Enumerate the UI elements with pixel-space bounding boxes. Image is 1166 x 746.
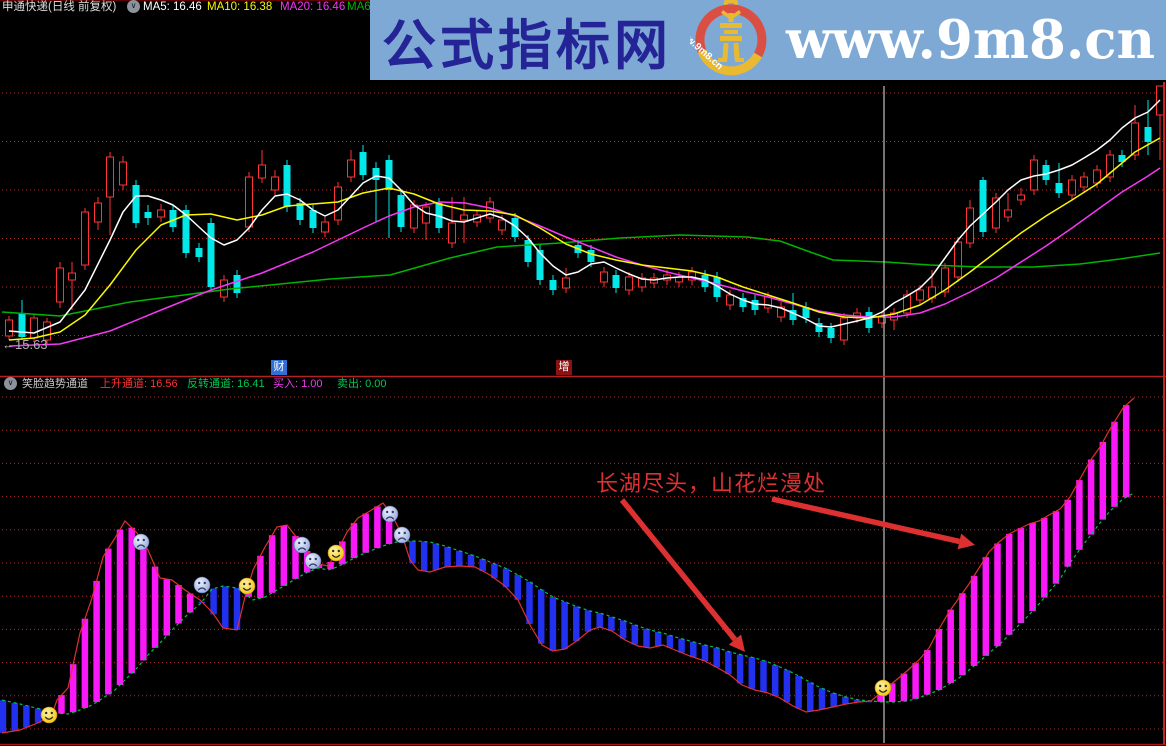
event-marker[interactable]: 增 — [556, 360, 572, 375]
sad-face-icon — [304, 552, 322, 570]
sad-face-icon — [193, 576, 211, 594]
rising-channel-line — [1, 397, 1135, 734]
trend-channel-band — [0, 405, 1130, 733]
reverse-channel-line — [1, 492, 1135, 715]
reverse-channel-value: 反转通道: 16.41 — [187, 378, 265, 390]
happy-face-icon — [40, 706, 58, 724]
site-logo-icon: www.9m8.cn — [690, 0, 767, 76]
watermark-site-name: 公式指标网 — [382, 15, 672, 76]
ma-line-MA60 — [1, 234, 1161, 317]
sad-face-icon — [293, 536, 311, 554]
emoji-signal-markers — [40, 505, 892, 724]
chevron-down-circle-icon[interactable] — [4, 377, 17, 390]
ma-lines-layer — [1, 99, 1161, 347]
chart-annotation-text: 长湖尽头，山花烂漫处 — [596, 471, 827, 496]
ma-line-MA5 — [8, 99, 1161, 334]
rising-channel-value: 上升通道: 16.56 — [100, 378, 178, 390]
candles-layer — [5, 85, 1164, 345]
happy-face-icon — [874, 679, 892, 697]
stock-title: 申通快递(日线 前复权) — [2, 1, 117, 13]
ma5-label: MA5: 16.46 — [143, 1, 202, 13]
watermark-site-url: www.9m8.cn — [786, 9, 1156, 71]
ma10-label: MA10: 16.38 — [207, 1, 273, 13]
left-price-label: ←15.63 — [2, 337, 48, 352]
sad-face-icon — [393, 526, 411, 544]
ma20-label: MA20: 16.46 — [280, 1, 346, 13]
event-marker[interactable]: 财 — [271, 360, 287, 375]
happy-face-icon — [238, 577, 256, 595]
window-top-border — [0, 0, 370, 1]
buy-signal-value: 买入: 1.00 — [273, 378, 323, 390]
ma-line-MA10 — [8, 137, 1161, 341]
sell-signal-value: 卖出: 0.00 — [337, 378, 387, 390]
annotation-arrows — [619, 496, 975, 652]
sad-face-icon — [381, 505, 399, 523]
grid-lines — [2, 92, 1163, 730]
indicator-name: 笑脸趋势通道 — [22, 378, 88, 390]
chevron-down-circle-icon[interactable] — [127, 0, 140, 13]
happy-face-icon — [327, 544, 345, 562]
indicator-panel-header: 笑脸趋势通道 上升通道: 16.56 反转通道: 16.41 买入: 1.00 … — [0, 377, 800, 391]
main-chart-titlebar: 申通快递(日线 前复权) MA5: 16.46 MA10: 16.38 MA20… — [0, 0, 412, 14]
sad-face-icon — [132, 533, 150, 551]
watermark-banner: 公式指标网 www.9m8.cn www.9m8.cn — [370, 0, 1166, 80]
logo-glyph — [718, 10, 744, 62]
ma-line-MA20 — [8, 167, 1161, 347]
